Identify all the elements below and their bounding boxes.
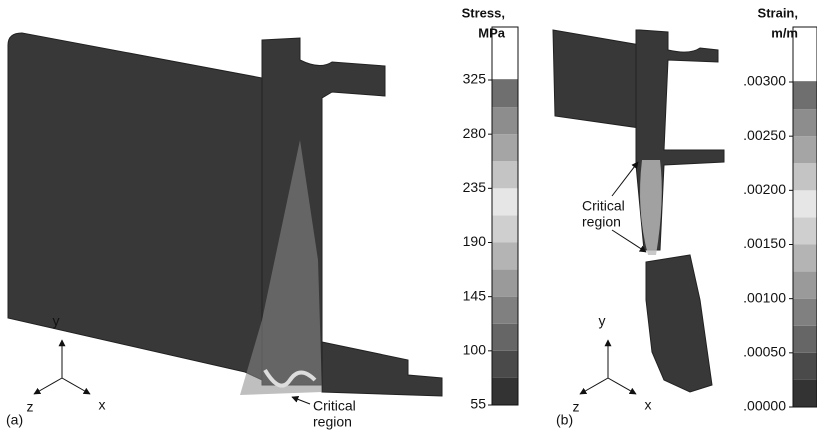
colorbar-band — [492, 161, 518, 188]
legend-title: m/m — [771, 25, 798, 40]
tick-label: .00100 — [743, 289, 786, 305]
colorbar-band — [793, 326, 817, 353]
axis-label: x — [645, 397, 652, 413]
annotation: region — [582, 214, 621, 230]
colorbar-band — [793, 109, 817, 136]
colorbar-band — [492, 134, 518, 161]
mesh-b — [553, 30, 724, 392]
tick-label: 55 — [470, 396, 486, 412]
axis-label: y — [53, 313, 60, 329]
legend-title: MPa — [478, 25, 506, 40]
tick-label: .00300 — [743, 73, 786, 89]
annotation-arrow — [612, 230, 646, 252]
tick-label: 100 — [463, 342, 487, 358]
colorbar-band — [492, 107, 518, 134]
tick-label: 145 — [463, 287, 487, 303]
colorbar-band — [793, 217, 817, 244]
colorbar-band — [492, 243, 518, 270]
colorbar-band — [793, 245, 817, 272]
colorbar-band — [492, 324, 518, 351]
colorbar-band — [793, 82, 817, 109]
panel-label: (a) — [6, 412, 23, 428]
colorbar-band — [492, 80, 518, 107]
colorbar-band — [492, 215, 518, 242]
colorbar-band — [492, 188, 518, 215]
tick-label: 280 — [463, 125, 487, 141]
mesh-a — [8, 33, 442, 396]
tick-label: .00200 — [743, 181, 786, 197]
axis-label: z — [27, 399, 34, 415]
colorbar-band — [793, 353, 817, 380]
colorbar-band — [793, 299, 817, 326]
legend-title: Strain, — [758, 5, 798, 20]
axis-arrow — [608, 378, 636, 394]
axis-arrow — [580, 378, 608, 394]
tick-label: 190 — [463, 233, 487, 249]
colorbar-band — [793, 380, 817, 407]
colorbar-band — [492, 378, 518, 405]
axis-label: y — [599, 313, 606, 329]
colorbar-band — [492, 351, 518, 378]
colorbar-band — [492, 270, 518, 297]
annotation-arrow — [292, 397, 310, 404]
colorbar-band — [793, 190, 817, 217]
figure: 55 100 145 190 235 280 325 Stress, MPa y z x Critica… — [0, 0, 817, 432]
axis-label: x — [99, 397, 106, 413]
annotation: region — [313, 414, 352, 430]
tick-label: .00050 — [743, 344, 786, 360]
axis-arrow — [62, 378, 90, 394]
colorbar-band — [793, 136, 817, 163]
colorbar-band — [793, 163, 817, 190]
tick-label: 235 — [463, 179, 487, 195]
annotation: Critical — [582, 198, 625, 214]
axis-label: z — [573, 399, 580, 415]
tick-label: .00150 — [743, 235, 786, 251]
colorbar-band — [492, 297, 518, 324]
legend-title: Stress, — [462, 5, 505, 20]
annotation: Critical — [313, 398, 356, 414]
tick-label: .00250 — [743, 127, 786, 143]
tick-label: .00000 — [743, 398, 786, 414]
tick-label: 325 — [463, 71, 487, 87]
annotation-arrow — [612, 162, 638, 196]
colorbar-band — [793, 272, 817, 299]
panel-label: (b) — [556, 412, 573, 428]
axis-arrow — [34, 378, 62, 394]
